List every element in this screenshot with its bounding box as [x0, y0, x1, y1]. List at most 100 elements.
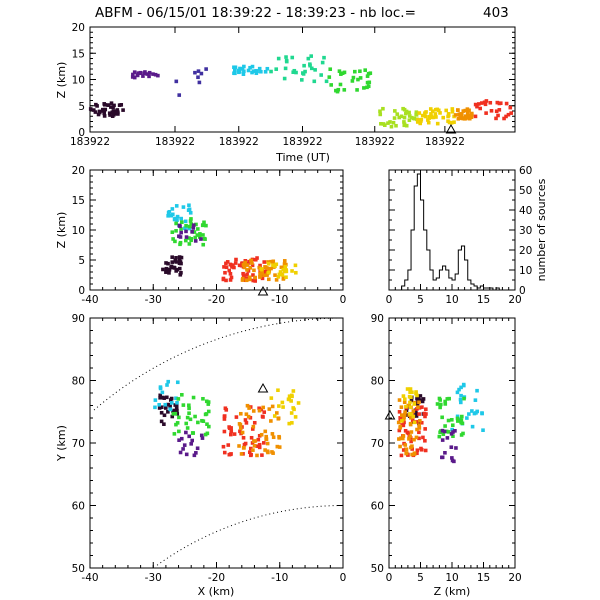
zy-point	[402, 412, 407, 417]
time-point	[328, 67, 333, 72]
xz-x-tick-label: -10	[271, 294, 288, 306]
hist-x-tick-label: 10	[445, 294, 458, 306]
time-point	[418, 121, 423, 126]
xy-point	[290, 421, 294, 425]
zy-point	[404, 447, 409, 452]
zy-point	[417, 412, 421, 416]
xz-x-tick-label: -40	[81, 294, 98, 306]
zy-point	[415, 407, 419, 411]
zy-y-tick-label: 50	[371, 563, 384, 575]
time-point	[497, 108, 502, 112]
xz-point	[259, 267, 263, 272]
xy-point	[193, 414, 197, 419]
xz-point	[175, 214, 180, 219]
time-point	[91, 108, 96, 112]
time-point	[498, 101, 503, 105]
xz-point	[247, 259, 251, 264]
zy-point	[410, 390, 414, 395]
xz-point	[277, 272, 282, 277]
xy-point	[181, 403, 186, 407]
zy-point	[421, 435, 425, 440]
xz-point	[189, 222, 193, 226]
xy-point	[252, 444, 257, 448]
xy-point	[238, 423, 243, 427]
time-point	[336, 87, 341, 92]
xz-point	[242, 274, 246, 279]
time-point	[441, 115, 446, 120]
xy-point	[249, 435, 254, 440]
xz-point	[260, 271, 265, 275]
time-point	[415, 120, 420, 124]
time-point	[257, 66, 262, 71]
xy-point	[244, 412, 249, 416]
time-point	[145, 72, 149, 76]
zy-point	[457, 387, 461, 392]
zy-point	[396, 420, 401, 425]
time-point	[494, 109, 499, 114]
time-point	[259, 69, 263, 74]
xz-point	[262, 260, 267, 264]
time-point	[119, 103, 124, 107]
time-point	[470, 111, 474, 116]
xz-point	[193, 239, 198, 243]
xz-point	[232, 265, 236, 270]
xy-point	[168, 407, 173, 412]
time-point	[402, 115, 407, 120]
xy-point	[166, 410, 170, 414]
time-point	[488, 100, 493, 105]
zy-point	[412, 420, 417, 425]
zy-point	[458, 400, 463, 405]
zy-point	[443, 424, 447, 428]
time-point	[242, 69, 246, 74]
xz-point	[171, 237, 175, 241]
xy-point	[204, 399, 209, 404]
xz-point	[224, 265, 229, 270]
hist-x-tick-label: 15	[477, 294, 490, 306]
xz-point	[244, 278, 249, 283]
zy-point	[446, 418, 451, 423]
time-point	[394, 123, 398, 128]
time-y-tick-label: 5	[78, 101, 85, 113]
time-point	[303, 69, 307, 74]
time-point	[329, 83, 333, 87]
xy-point	[286, 397, 291, 402]
xz-point	[222, 265, 226, 269]
zy-x-tick-label: 5	[417, 572, 424, 584]
xy-point	[257, 406, 261, 411]
xz-point	[233, 261, 238, 265]
xz-point	[293, 263, 298, 268]
xy-point	[260, 453, 264, 457]
zy-point	[401, 448, 406, 452]
zy-point	[399, 436, 403, 440]
xz-point	[187, 224, 192, 229]
time-point	[353, 69, 357, 74]
xz-point	[258, 275, 262, 279]
xz-x-tick-label: -30	[145, 294, 162, 306]
xy-point	[289, 399, 293, 403]
xy-point	[241, 446, 246, 450]
time-point	[393, 109, 397, 113]
xy-point	[222, 417, 227, 421]
time-point	[101, 109, 105, 113]
xy-point	[239, 452, 244, 456]
time-point	[402, 123, 407, 128]
time-point	[417, 118, 422, 123]
xy-x-tick-label: -40	[81, 572, 98, 584]
xy-y-tick-label: 70	[72, 438, 85, 450]
xy-point	[204, 412, 209, 416]
xy-point	[184, 452, 189, 457]
xz-station-triangle	[257, 285, 269, 296]
time-point	[389, 124, 394, 129]
xz-point	[284, 268, 288, 272]
xy-point	[270, 432, 275, 436]
time-point	[407, 110, 411, 115]
zy-point	[415, 427, 419, 432]
time-point	[473, 102, 478, 107]
zy-station-triangle	[384, 409, 396, 420]
xz-point	[278, 270, 283, 274]
xy-point	[187, 406, 191, 411]
xy-point	[264, 434, 269, 439]
zy-point	[408, 390, 412, 395]
xy-point	[206, 409, 211, 414]
time-point	[382, 123, 387, 127]
